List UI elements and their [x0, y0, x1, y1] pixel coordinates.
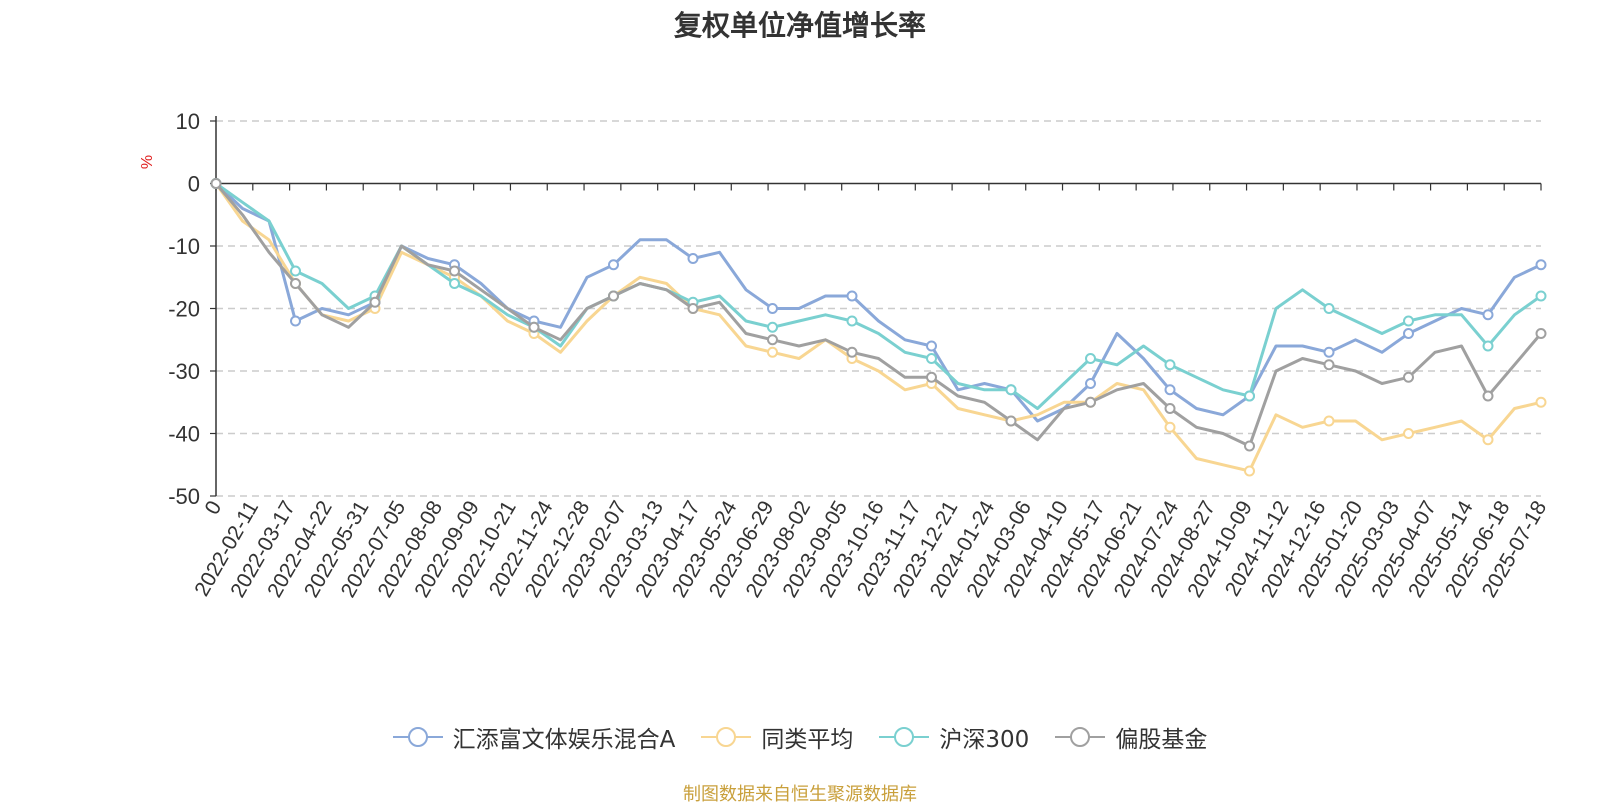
- data-point: [290, 265, 301, 277]
- legend-label: 偏股基金: [1115, 727, 1208, 753]
- data-point: [1323, 415, 1335, 427]
- data-point: [1535, 396, 1547, 408]
- legend-item[interactable]: 沪深300: [879, 720, 1029, 754]
- series-line: [214, 182, 1543, 448]
- data-point: [767, 346, 778, 358]
- data-point: [846, 346, 858, 358]
- y-tick-label: -30: [168, 359, 200, 384]
- data-point: [290, 315, 301, 327]
- series-layer: [210, 178, 1547, 477]
- data-point: [1482, 434, 1494, 446]
- data-point: [1403, 371, 1414, 383]
- data-point: [1482, 340, 1494, 352]
- data-point: [1323, 346, 1335, 358]
- data-point: [846, 290, 858, 302]
- data-point: [1323, 359, 1335, 371]
- y-tick-label: -20: [168, 297, 200, 322]
- data-point: [846, 315, 858, 327]
- data-point: [608, 259, 619, 271]
- legend-label: 同类平均: [761, 727, 854, 753]
- legend: 汇添富文体娱乐混合A 同类平均 沪深300 偏股基金: [0, 720, 1600, 754]
- data-point: [369, 296, 381, 308]
- data-point: [1164, 403, 1176, 414]
- y-tick-label: -40: [168, 422, 200, 447]
- data-point: [1535, 328, 1547, 339]
- x-tick-label: 0: [201, 497, 227, 519]
- data-point: [687, 253, 699, 264]
- data-point: [1005, 415, 1017, 427]
- data-point: [767, 321, 778, 333]
- legend-line-icon: [879, 727, 930, 747]
- data-point: [1535, 259, 1547, 271]
- data-point: [926, 353, 937, 364]
- y-tick-label: 0: [188, 172, 200, 197]
- legend-label: 沪深300: [939, 727, 1030, 753]
- data-point: [926, 340, 937, 352]
- data-point: [1403, 428, 1414, 439]
- legend-label: 汇添富文体娱乐混合A: [452, 727, 676, 753]
- data-point: [1164, 384, 1176, 396]
- data-point: [608, 290, 619, 302]
- data-point: [1164, 421, 1176, 433]
- data-point: [926, 371, 937, 383]
- data-point: [449, 278, 460, 289]
- data-point: [1323, 303, 1335, 314]
- data-point: [1005, 384, 1017, 396]
- data-point: [1164, 359, 1176, 371]
- source-note: 制图数据来自恒生聚源数据库: [683, 784, 917, 805]
- legend-item[interactable]: 同类平均: [701, 720, 853, 754]
- series-line: [214, 182, 1542, 423]
- data-point: [1403, 328, 1414, 339]
- legend-line-icon: [1055, 727, 1106, 747]
- data-point: [767, 334, 778, 346]
- data-point: [1244, 390, 1255, 402]
- legend-item[interactable]: 汇添富文体娱乐混合A: [392, 720, 676, 754]
- data-point: [1085, 378, 1096, 389]
- data-point: [687, 303, 699, 314]
- data-point: [528, 321, 540, 333]
- legend-line-icon: [392, 727, 443, 747]
- data-point: [210, 178, 222, 189]
- legend-line-icon: [701, 727, 752, 747]
- data-point: [1244, 465, 1255, 477]
- data-point: [290, 278, 301, 289]
- data-point: [1403, 315, 1414, 327]
- data-point: [449, 265, 460, 277]
- y-tick-label: 10: [176, 109, 200, 134]
- data-point: [1482, 390, 1494, 402]
- y-tick-label: -10: [168, 234, 200, 259]
- series-line: [215, 182, 1542, 410]
- data-point: [1535, 290, 1547, 302]
- chart-title: 复权单位净值增长率: [673, 9, 926, 42]
- data-point: [1244, 440, 1255, 452]
- y-tick-label: -50: [168, 484, 200, 509]
- data-point: [767, 303, 778, 314]
- data-point: [1085, 396, 1096, 408]
- grid-layer: [216, 120, 1541, 497]
- y-axis-unit: %: [139, 155, 156, 169]
- legend-item[interactable]: 偏股基金: [1055, 720, 1207, 754]
- series-line: [214, 182, 1542, 473]
- data-point: [1482, 309, 1494, 321]
- data-point: [1085, 353, 1096, 364]
